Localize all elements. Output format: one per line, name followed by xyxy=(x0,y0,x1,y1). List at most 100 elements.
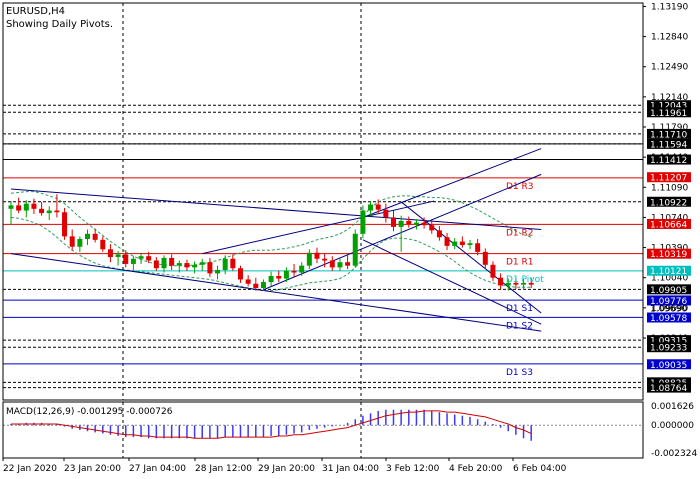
candle-body xyxy=(413,222,419,225)
candle-body xyxy=(238,268,243,280)
pivot-label: D1 R2 xyxy=(506,228,534,238)
candle-body xyxy=(329,260,335,268)
time-tick-label: 3 Feb 12:00 xyxy=(386,464,440,474)
price-label-box xyxy=(647,154,691,165)
price-label-box xyxy=(647,284,691,295)
pivot-labels: D1 R3 D1 R2 D1 R1 D1 Pivot D1 S1 D1 S2 D1 S3 xyxy=(506,182,544,378)
price-label-box xyxy=(647,377,691,388)
candle-body xyxy=(436,230,442,238)
pivot-label: D1 S2 xyxy=(506,321,533,331)
candle-body xyxy=(360,210,366,234)
candle-body xyxy=(391,217,396,227)
candle-body xyxy=(169,257,175,266)
price-label-box xyxy=(647,138,691,149)
macd-tick-label: 0.001626 xyxy=(651,402,694,412)
time-axis: 22 Jan 2020 23 Jan 20:00 27 Jan 04:00 28 Ja… xyxy=(2,458,567,474)
candle-body xyxy=(46,210,52,214)
candle-body xyxy=(253,283,259,289)
channel-line xyxy=(263,173,542,291)
price-label: 1.11207 xyxy=(650,174,687,184)
time-tick-label: 27 Jan 04:00 xyxy=(129,464,186,474)
candle-body xyxy=(444,237,450,246)
macd-tick-label: -0.002324 xyxy=(651,449,697,459)
price-label: 1.09690 xyxy=(650,304,687,314)
candle-body xyxy=(375,204,381,210)
candle-body xyxy=(482,251,488,265)
candle-body xyxy=(260,282,266,289)
candle-body xyxy=(92,233,98,240)
time-tick-label: 6 Feb 04:00 xyxy=(513,464,567,474)
macd-panel: 0.001626 0.000000 -0.002324 xyxy=(3,402,697,459)
price-label: 1.08764 xyxy=(650,384,687,394)
candle-body xyxy=(176,263,182,266)
trend-channels xyxy=(10,148,542,332)
price-label: 1.09578 xyxy=(650,314,687,324)
candle-body xyxy=(8,205,14,209)
macd-signal-line xyxy=(11,410,532,439)
candle-body xyxy=(337,262,343,268)
time-tick-label: 29 Jan 20:00 xyxy=(258,464,315,474)
price-label: 1.11412 xyxy=(650,156,687,166)
candle-body xyxy=(291,270,297,273)
candle-body xyxy=(283,270,289,279)
candle-body xyxy=(54,210,60,213)
price-label: 1.12043 xyxy=(650,102,687,112)
pivot-label: D1 S1 xyxy=(506,304,533,314)
candle-body xyxy=(161,257,167,269)
moving-averages xyxy=(10,191,532,292)
price-label: 1.09905 xyxy=(650,286,687,296)
price-tick-label: 1.11790 xyxy=(651,123,688,133)
price-tick-label: 1.12140 xyxy=(651,93,688,103)
price-label-box xyxy=(647,335,691,346)
candle-body xyxy=(207,262,213,274)
price-label-box xyxy=(647,172,691,183)
price-tick-label: 1.13190 xyxy=(651,2,688,12)
candle-body xyxy=(192,264,198,268)
candle-body xyxy=(39,208,45,214)
candle-body xyxy=(299,265,305,273)
candle-body xyxy=(406,220,412,225)
channel-line xyxy=(362,148,542,218)
price-label-box xyxy=(647,312,691,323)
macd-label: MACD(12,26,9) -0.001295 -0.000726 xyxy=(6,407,173,417)
time-tick-label: 31 Jan 04:00 xyxy=(322,464,379,474)
horizontal-levels xyxy=(3,104,643,389)
price-label-box xyxy=(647,218,691,229)
candle-body xyxy=(77,238,83,247)
candle-body xyxy=(475,243,481,252)
candle-body xyxy=(322,258,328,261)
candle-body xyxy=(115,254,121,258)
channel-line xyxy=(10,188,542,230)
macd-panel-frame xyxy=(2,401,644,459)
candle-body xyxy=(467,243,473,245)
candle-body xyxy=(31,203,37,209)
candle-body xyxy=(521,282,527,285)
price-tick-label: 1.11090 xyxy=(651,183,688,193)
channel-line xyxy=(202,200,435,255)
candle-body xyxy=(16,205,22,211)
candle-body xyxy=(452,241,458,246)
candle-body xyxy=(62,212,68,237)
time-tick-label: 23 Jan 20:00 xyxy=(64,464,121,474)
pivot-label: D1 R1 xyxy=(506,258,534,268)
price-label: 1.10121 xyxy=(650,267,687,277)
price-label-box xyxy=(647,128,691,139)
candle-body xyxy=(314,252,320,259)
candle-body xyxy=(398,220,404,227)
price-label: 1.10664 xyxy=(650,220,687,230)
candle-body xyxy=(153,260,159,269)
pivot-label: D1 S3 xyxy=(506,368,533,378)
candle-body xyxy=(107,249,113,258)
candle-body xyxy=(459,241,465,245)
candle-body xyxy=(215,269,221,274)
time-tick-label: 28 Jan 12:00 xyxy=(195,464,252,474)
candle-body xyxy=(368,204,374,211)
candle-body xyxy=(490,264,496,278)
price-label-box xyxy=(647,359,691,370)
price-label: 1.11961 xyxy=(650,109,687,119)
candle-body xyxy=(23,203,29,211)
price-tick-label: 1.10040 xyxy=(651,274,688,284)
candle-body xyxy=(383,209,389,218)
price-label: 1.09035 xyxy=(650,361,687,371)
